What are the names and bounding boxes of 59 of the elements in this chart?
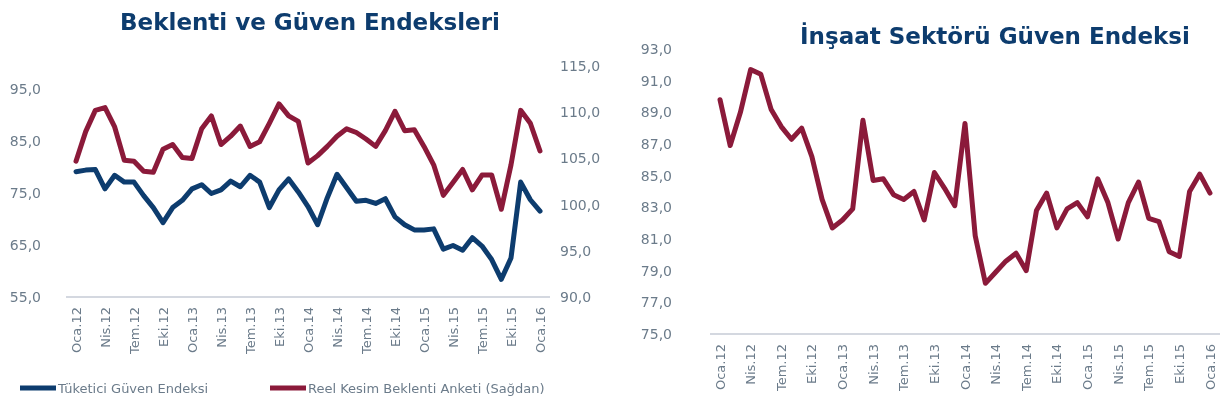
x-tick-label: Eki.13	[271, 307, 287, 348]
y-tick-label: 89,0	[640, 104, 672, 121]
x-tick-label: Nis.14	[329, 307, 345, 348]
x-tick-label: Oca.16	[532, 307, 548, 354]
x-tick-label: Oca.13	[184, 307, 200, 354]
x-tick-label: Tem.14	[1018, 344, 1034, 393]
x-tick-label: Oca.12	[712, 344, 728, 391]
y-tick-label: 93,0	[640, 40, 672, 57]
y2-tick-label: 105,0	[560, 150, 601, 167]
x-tick-label: Oca.13	[835, 344, 851, 391]
x-tick-label: Nis.14	[988, 344, 1004, 385]
y-tick-label: 83,0	[640, 199, 672, 216]
y-tick-label: 91,0	[640, 72, 672, 89]
x-tick-label: Nis.12	[97, 307, 113, 348]
x-tick-label: Tem.15	[1141, 344, 1157, 393]
x-tick-label: Eki.14	[387, 307, 403, 348]
x-tick-label: Tem.13	[242, 307, 258, 356]
y-tick-label: 81,0	[640, 230, 672, 247]
x-tick-label: Eki.15	[1171, 344, 1187, 385]
x-tick-label: Eki.12	[155, 307, 171, 348]
y-tick-label: 87,0	[640, 135, 672, 152]
y2-tick-label: 115,0	[560, 57, 601, 74]
x-tick-label: Tem.14	[358, 307, 374, 356]
y2-tick-label: 95,0	[560, 242, 592, 259]
y-tick-label: 79,0	[640, 262, 672, 279]
y-tick-label: 75,0	[9, 184, 41, 201]
x-tick-label: Tem.12	[126, 307, 142, 356]
x-tick-label: Oca.12	[68, 307, 84, 354]
x-tick-label: Oca.15	[1080, 344, 1096, 391]
x-tick-label: Oca.14	[957, 344, 973, 391]
chart-title: İnşaat Sektörü Güven Endeksi	[800, 22, 1190, 49]
y-tick-label: 65,0	[9, 236, 41, 253]
legend-label: Reel Kesim Beklenti Anketi (Sağdan)	[308, 380, 545, 396]
y-tick-label: 85,0	[640, 167, 672, 184]
x-tick-label: Eki.12	[804, 344, 820, 385]
x-tick-label: Nis.15	[1110, 344, 1126, 385]
y-tick-label: 85,0	[9, 132, 41, 149]
y-tick-label: 75,0	[640, 325, 672, 342]
y-tick-label: 95,0	[9, 80, 41, 97]
y2-tick-label: 110,0	[560, 104, 601, 121]
x-tick-label: Tem.13	[896, 344, 912, 393]
y-tick-label: 55,0	[9, 288, 41, 305]
y-tick-label: 77,0	[640, 294, 672, 311]
x-tick-label: Eki.14	[1049, 344, 1065, 385]
x-tick-label: Oca.16	[1202, 344, 1218, 391]
y2-tick-label: 90,0	[560, 288, 592, 305]
x-tick-label: Oca.15	[416, 307, 432, 354]
x-tick-label: Nis.13	[213, 307, 229, 348]
x-tick-label: Nis.13	[865, 344, 881, 385]
chart-title: Beklenti ve Güven Endeksleri	[120, 9, 500, 35]
y2-tick-label: 100,0	[560, 196, 601, 213]
x-tick-label: Oca.14	[300, 307, 316, 354]
x-tick-label: Nis.15	[445, 307, 461, 348]
x-tick-label: Tem.15	[474, 307, 490, 356]
x-tick-label: Nis.12	[743, 344, 759, 385]
x-tick-label: Tem.12	[773, 344, 789, 393]
legend-label: Tüketici Güven Endeksi	[57, 380, 209, 396]
x-tick-label: Eki.13	[926, 344, 942, 385]
x-tick-label: Eki.15	[503, 307, 519, 348]
